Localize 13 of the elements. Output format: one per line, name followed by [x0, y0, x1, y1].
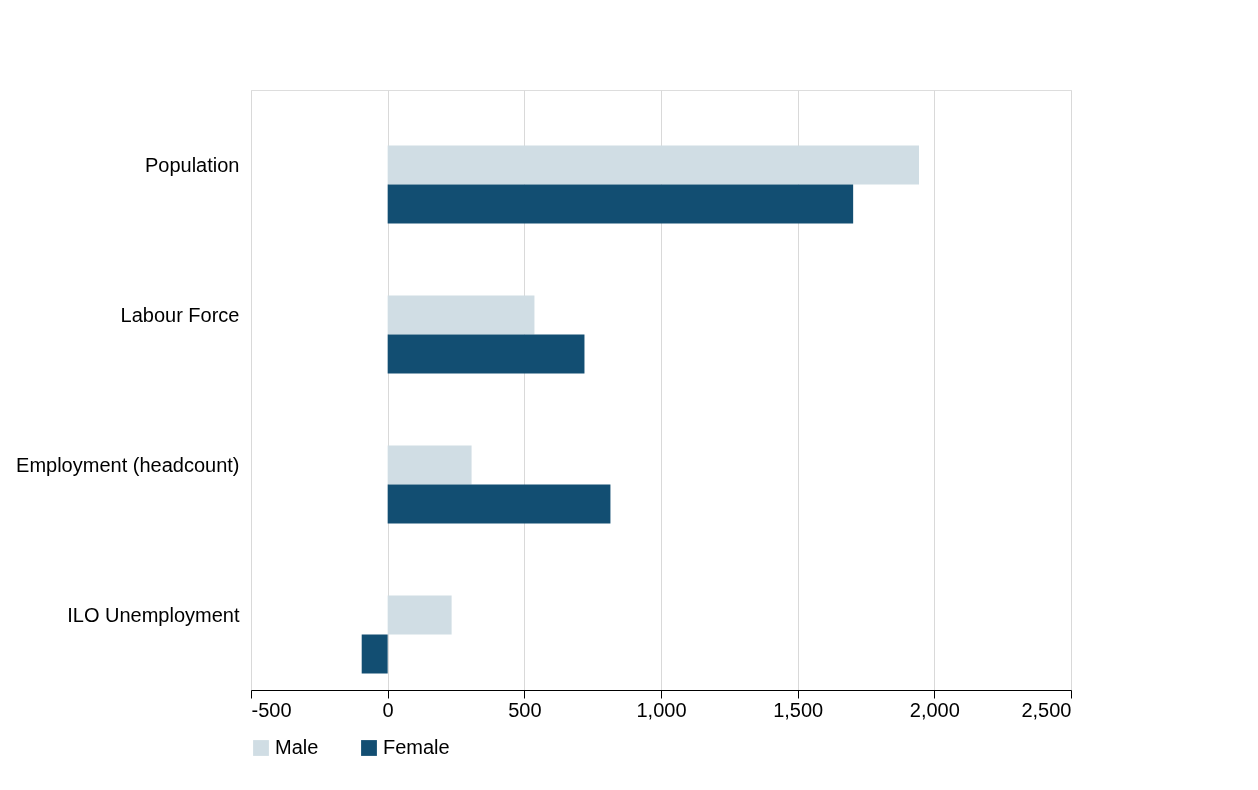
x-tick-label: 2,000 — [909, 698, 960, 721]
legend-label: Female — [383, 736, 450, 758]
x-tick-label: 1,500 — [773, 698, 824, 721]
legend-label: Male — [275, 736, 319, 758]
x-tick-label: 1,000 — [636, 698, 687, 721]
x-tick-label: -500 — [251, 698, 292, 721]
y-tick-label: ILO Unemployment — [67, 603, 240, 626]
x-tick-label: 2,500 — [1021, 698, 1072, 721]
x-tick-label: 500 — [508, 698, 542, 721]
x-tick-label: 0 — [382, 698, 394, 721]
y-tick-label: Labour Force — [120, 303, 240, 326]
y-tick-label: Employment (headcount) — [16, 453, 240, 476]
y-tick-label: Population — [144, 153, 240, 176]
